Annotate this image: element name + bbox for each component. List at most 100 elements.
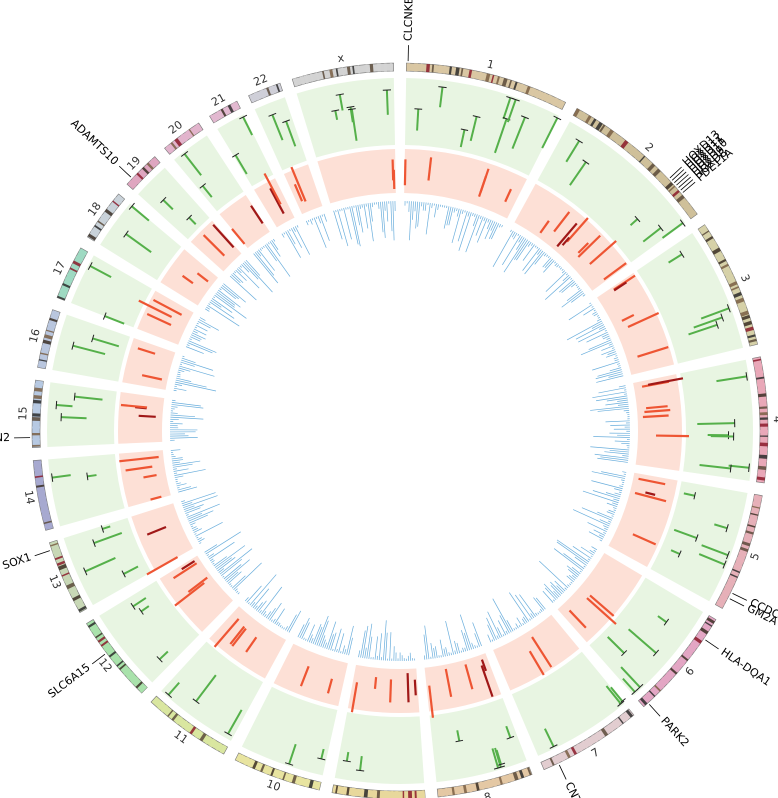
histogram-bar	[193, 528, 202, 533]
histogram-bar	[189, 514, 208, 524]
histogram-bar	[347, 206, 349, 210]
ideogram-band	[737, 303, 747, 310]
ideogram-band	[33, 462, 42, 465]
histogram-bar	[277, 622, 281, 627]
histogram-bar	[386, 201, 389, 222]
histogram-bar	[360, 630, 366, 658]
histogram-bar	[173, 468, 189, 472]
green-track-bar	[123, 565, 139, 575]
ideogram-band	[600, 727, 609, 737]
ideogram-band	[657, 681, 665, 689]
histogram-bar	[212, 562, 215, 565]
histogram-bar	[516, 237, 525, 250]
ideogram-band	[136, 172, 144, 180]
ideogram-band	[648, 690, 656, 697]
green-track-bar	[132, 597, 147, 608]
histogram-bar	[524, 250, 544, 275]
histogram-bar	[176, 483, 187, 487]
histogram-bar	[568, 574, 576, 581]
ideogram-band	[508, 79, 513, 89]
ideogram-band	[66, 273, 75, 279]
ideogram-band	[135, 681, 143, 689]
red-track-bar	[634, 491, 667, 503]
histogram-bar	[213, 556, 228, 567]
ideogram-band	[448, 66, 453, 75]
red-track-bar	[645, 405, 668, 410]
histogram-bar	[486, 617, 497, 640]
green-track-tick	[284, 762, 294, 766]
green-track-tick	[51, 473, 54, 482]
red-track-bar	[566, 217, 589, 243]
ideogram-band	[759, 447, 768, 451]
histogram-bar	[514, 594, 533, 620]
gene-label-connector	[678, 176, 691, 188]
histogram-bar	[550, 581, 563, 595]
ideogram-band	[62, 283, 71, 289]
histogram-bar	[497, 627, 503, 638]
histogram-bar	[355, 205, 361, 226]
histogram-bar	[539, 560, 569, 589]
ideogram-band	[634, 152, 642, 160]
ideogram-band	[693, 636, 703, 644]
ideogram-band	[87, 621, 96, 628]
ideogram-band	[747, 524, 756, 528]
ideogram-band	[502, 775, 508, 784]
histogram-bar	[311, 218, 314, 221]
histogram-bar	[582, 490, 619, 504]
histogram-bar	[296, 225, 299, 228]
red-track-bg-chr-5	[608, 472, 678, 568]
histogram-bar	[472, 212, 474, 216]
histogram-bar	[553, 548, 584, 571]
histogram-bar	[487, 611, 501, 639]
histogram-bar	[380, 201, 384, 233]
chromosome-label-22: 22	[252, 72, 270, 89]
red-track-bar	[577, 234, 601, 258]
ideogram-band	[56, 560, 66, 567]
ideogram-band	[612, 720, 620, 729]
histogram-bar	[417, 201, 421, 227]
histogram-bar	[178, 369, 185, 373]
green-track-bg-chr-20	[174, 135, 244, 212]
ideogram-band	[468, 69, 473, 78]
ideogram-band	[512, 771, 519, 781]
histogram-bar	[573, 509, 610, 527]
ideogram-band	[335, 68, 339, 77]
histogram-bar	[475, 216, 484, 236]
histogram-bar	[176, 482, 181, 485]
histogram-bar	[569, 583, 572, 586]
green-track-tick	[455, 739, 464, 743]
histogram-bar	[474, 633, 480, 647]
ideogram-band	[741, 541, 751, 547]
histogram-bar	[575, 284, 578, 287]
ideogram-band	[755, 370, 764, 375]
histogram-bar	[546, 254, 549, 257]
ideogram-band	[732, 568, 741, 574]
histogram-bar	[571, 282, 577, 288]
histogram-bar	[174, 475, 184, 479]
histogram-bar	[599, 519, 611, 525]
histogram-bar	[217, 557, 236, 572]
histogram-bar	[336, 648, 338, 653]
ideogram-band	[576, 743, 583, 752]
ideogram-band	[37, 490, 46, 494]
histogram-bar	[188, 340, 217, 353]
ideogram-band	[745, 326, 754, 333]
histogram-bar	[611, 515, 614, 517]
ideogram-band	[40, 509, 50, 513]
histogram-bar	[443, 206, 450, 229]
green-track-bar	[714, 523, 728, 530]
ideogram-band	[743, 320, 753, 327]
histogram-bar	[267, 242, 270, 245]
green-track-bar	[140, 605, 150, 613]
histogram-bar	[433, 648, 436, 659]
chromosome-label-7: 7	[589, 745, 602, 760]
histogram-bar	[235, 269, 247, 281]
ideogram-band	[72, 260, 81, 267]
red-track-bar	[403, 159, 407, 186]
histogram-bar	[467, 211, 470, 217]
histogram-bar	[241, 264, 250, 273]
histogram-bar	[348, 637, 353, 656]
green-track-tick	[91, 334, 95, 343]
ideogram-band	[34, 475, 43, 478]
green-track-bar	[693, 316, 723, 329]
